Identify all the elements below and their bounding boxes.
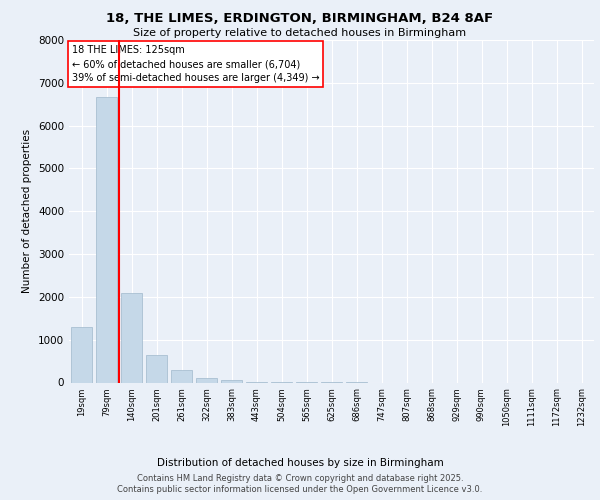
- Y-axis label: Number of detached properties: Number of detached properties: [22, 129, 32, 294]
- Text: Distribution of detached houses by size in Birmingham: Distribution of detached houses by size …: [157, 458, 443, 468]
- Bar: [221, 380, 242, 382]
- Text: Size of property relative to detached houses in Birmingham: Size of property relative to detached ho…: [133, 28, 467, 38]
- Text: Contains HM Land Registry data © Crown copyright and database right 2025.
Contai: Contains HM Land Registry data © Crown c…: [118, 474, 482, 494]
- Bar: [146, 354, 167, 382]
- Bar: [121, 292, 142, 382]
- Bar: [196, 378, 217, 382]
- Bar: [171, 370, 192, 382]
- Text: 18 THE LIMES: 125sqm
← 60% of detached houses are smaller (6,704)
39% of semi-de: 18 THE LIMES: 125sqm ← 60% of detached h…: [71, 45, 319, 83]
- Text: 18, THE LIMES, ERDINGTON, BIRMINGHAM, B24 8AF: 18, THE LIMES, ERDINGTON, BIRMINGHAM, B2…: [106, 12, 494, 26]
- Bar: [71, 327, 92, 382]
- Bar: [96, 96, 117, 383]
